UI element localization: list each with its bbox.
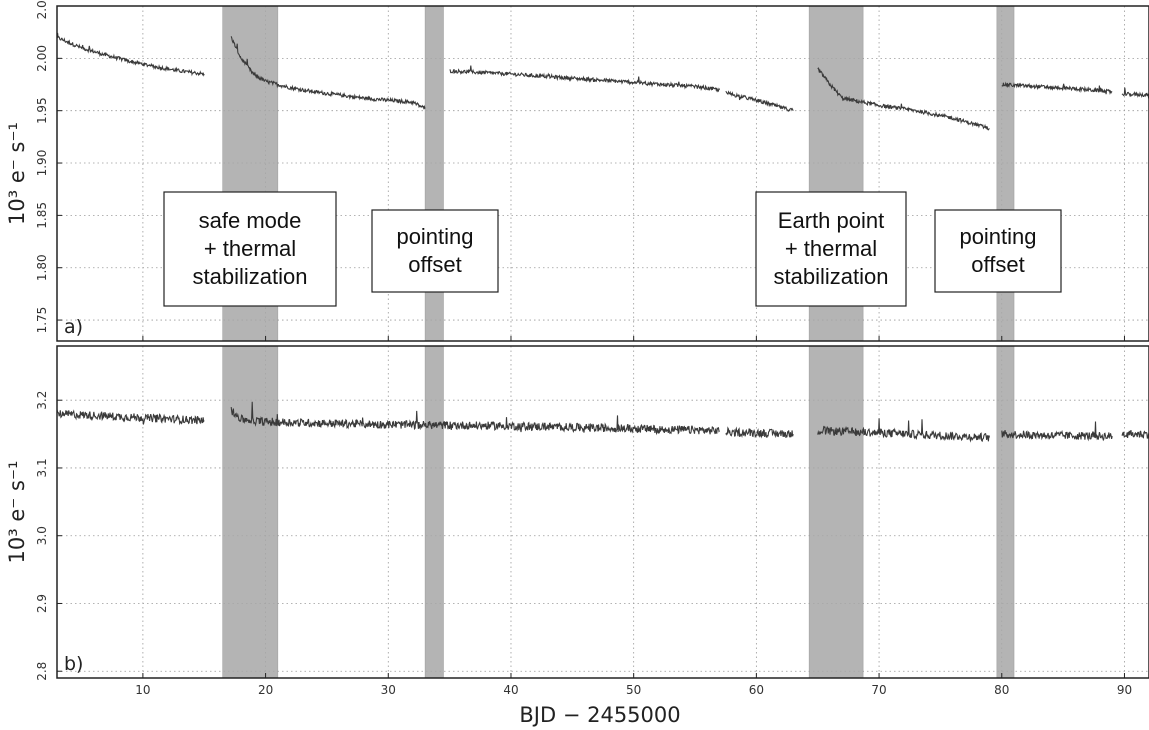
plot-frame: [56, 5, 1149, 342]
data-series-line: [725, 426, 794, 439]
y-axis-title: 10³ e⁻ s⁻¹: [5, 122, 29, 225]
y-tick-label: 2.8: [35, 662, 49, 681]
plot-frame: [56, 345, 1149, 679]
shaded-interval: [808, 345, 864, 679]
data-series-line: [56, 32, 205, 77]
x-tick-label: 20: [258, 683, 273, 697]
shaded-interval: [424, 345, 444, 679]
annotation-text: + thermal: [785, 236, 877, 261]
x-tick-label: 90: [1117, 683, 1132, 697]
y-tick-label: 2.9: [35, 594, 49, 613]
annotation-box: [934, 209, 1062, 293]
y-tick-label: 2.05: [35, 0, 49, 19]
y-tick-label: 1.90: [35, 150, 49, 177]
y-tick-label: 1.80: [35, 254, 49, 281]
panel-label: a): [64, 316, 83, 338]
x-tick-label: 40: [503, 683, 518, 697]
data-series-line: [230, 36, 426, 110]
data-series-line: [1121, 87, 1149, 99]
shaded-interval: [222, 345, 279, 679]
x-tick-label: 10: [135, 683, 150, 697]
annotation-text: safe mode: [199, 208, 302, 233]
panel-a: 1.75 1.80 1.85 1.90 1.95 2.00 2.05 10³ e⁻ s⁻¹ a)…: [5, 0, 1149, 342]
data-series-line: [449, 65, 721, 93]
annotation-text: offset: [971, 252, 1024, 277]
x-tick-label: 60: [749, 683, 764, 697]
data-series-line: [230, 401, 721, 436]
y-tick-label: 3.0: [35, 526, 49, 545]
data-series-line: [1001, 421, 1113, 442]
panel-label: b): [64, 653, 83, 675]
annotation-text: stabilization: [774, 264, 889, 289]
annotation-box: [371, 209, 499, 293]
data-series-line: [725, 90, 794, 113]
y-tick-label: 2.00: [35, 45, 49, 72]
annotation-text: pointing: [396, 224, 473, 249]
annotation-text: stabilization: [193, 264, 308, 289]
x-tick-label: 50: [626, 683, 641, 697]
data-series-line: [56, 409, 205, 426]
annotation-box: [163, 191, 337, 307]
annotation-text: pointing: [959, 224, 1036, 249]
y-axis-title: 10³ e⁻ s⁻¹: [5, 461, 29, 564]
annotation-text: + thermal: [204, 236, 296, 261]
data-series-line: [1001, 81, 1113, 95]
data-series-line: [817, 67, 990, 131]
data-series-line: [817, 418, 991, 443]
y-tick-label: 3.2: [35, 391, 49, 410]
panel-b: 2.8 2.9 3.0 3.1 3.2 10 20 30 40 50 60 70 80 90 10³ e⁻ …: [5, 345, 1149, 697]
y-tick-label: 3.1: [35, 458, 49, 477]
shaded-interval: [996, 345, 1015, 679]
data-series-line: [1121, 430, 1149, 439]
y-tick-label: 1.75: [35, 307, 49, 334]
x-tick-label: 80: [994, 683, 1009, 697]
plot-area: [57, 346, 1149, 678]
annotation-box: [755, 191, 907, 307]
annotation-text: offset: [408, 252, 461, 277]
x-tick-label: 30: [381, 683, 396, 697]
x-tick-label: 70: [871, 683, 886, 697]
y-tick-label: 1.85: [35, 202, 49, 229]
annotation-text: Earth point: [778, 208, 884, 233]
y-tick-label: 1.95: [35, 97, 49, 124]
x-axis-title: BJD − 2455000: [519, 703, 680, 727]
